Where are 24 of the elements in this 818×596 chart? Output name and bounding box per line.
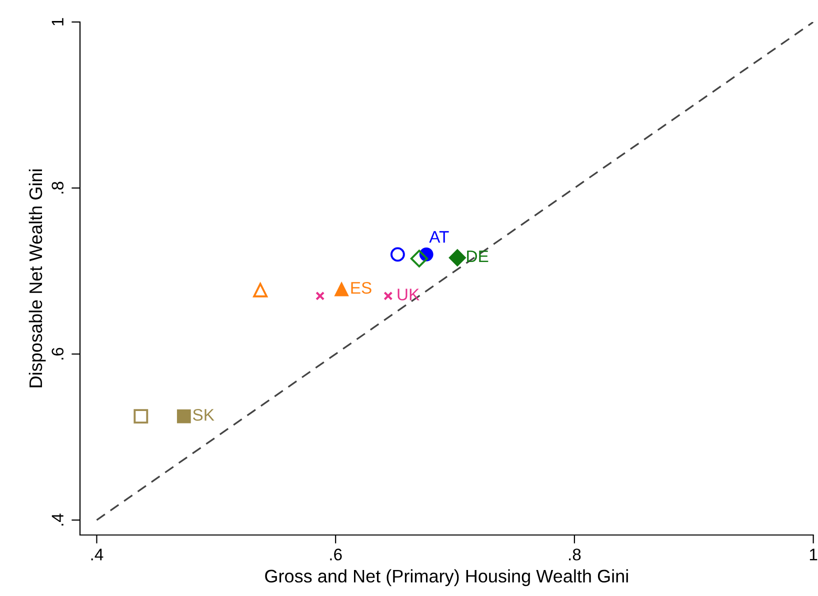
point: [410, 250, 428, 268]
series-label: AT: [429, 231, 449, 243]
series-label: UK: [398, 288, 420, 300]
x-axis-title: Gross and Net (Primary) Housing Wealth Gini: [265, 569, 628, 586]
point: [448, 249, 466, 266]
point: [316, 291, 325, 300]
y-tick-label: .8: [52, 182, 64, 194]
y-axis-title: Disposable Net Wealth Gini: [28, 169, 46, 388]
series-label: DE: [467, 250, 488, 262]
x-tick-label: 1: [810, 548, 818, 560]
x-tick-label: .6: [330, 548, 342, 560]
series-label: SK: [192, 408, 214, 421]
point: [176, 409, 191, 424]
x-tick-label: .4: [91, 548, 104, 560]
x-tick-label: .8: [569, 548, 581, 560]
y-tick-label: .4: [52, 514, 64, 526]
point: [384, 291, 393, 300]
point: [334, 282, 348, 296]
point: [390, 247, 405, 262]
point: [253, 282, 268, 298]
y-tick-label: 1: [52, 18, 64, 26]
point: [134, 409, 148, 424]
y-tick-label: .6: [52, 348, 64, 360]
series-label: ES: [351, 282, 372, 294]
